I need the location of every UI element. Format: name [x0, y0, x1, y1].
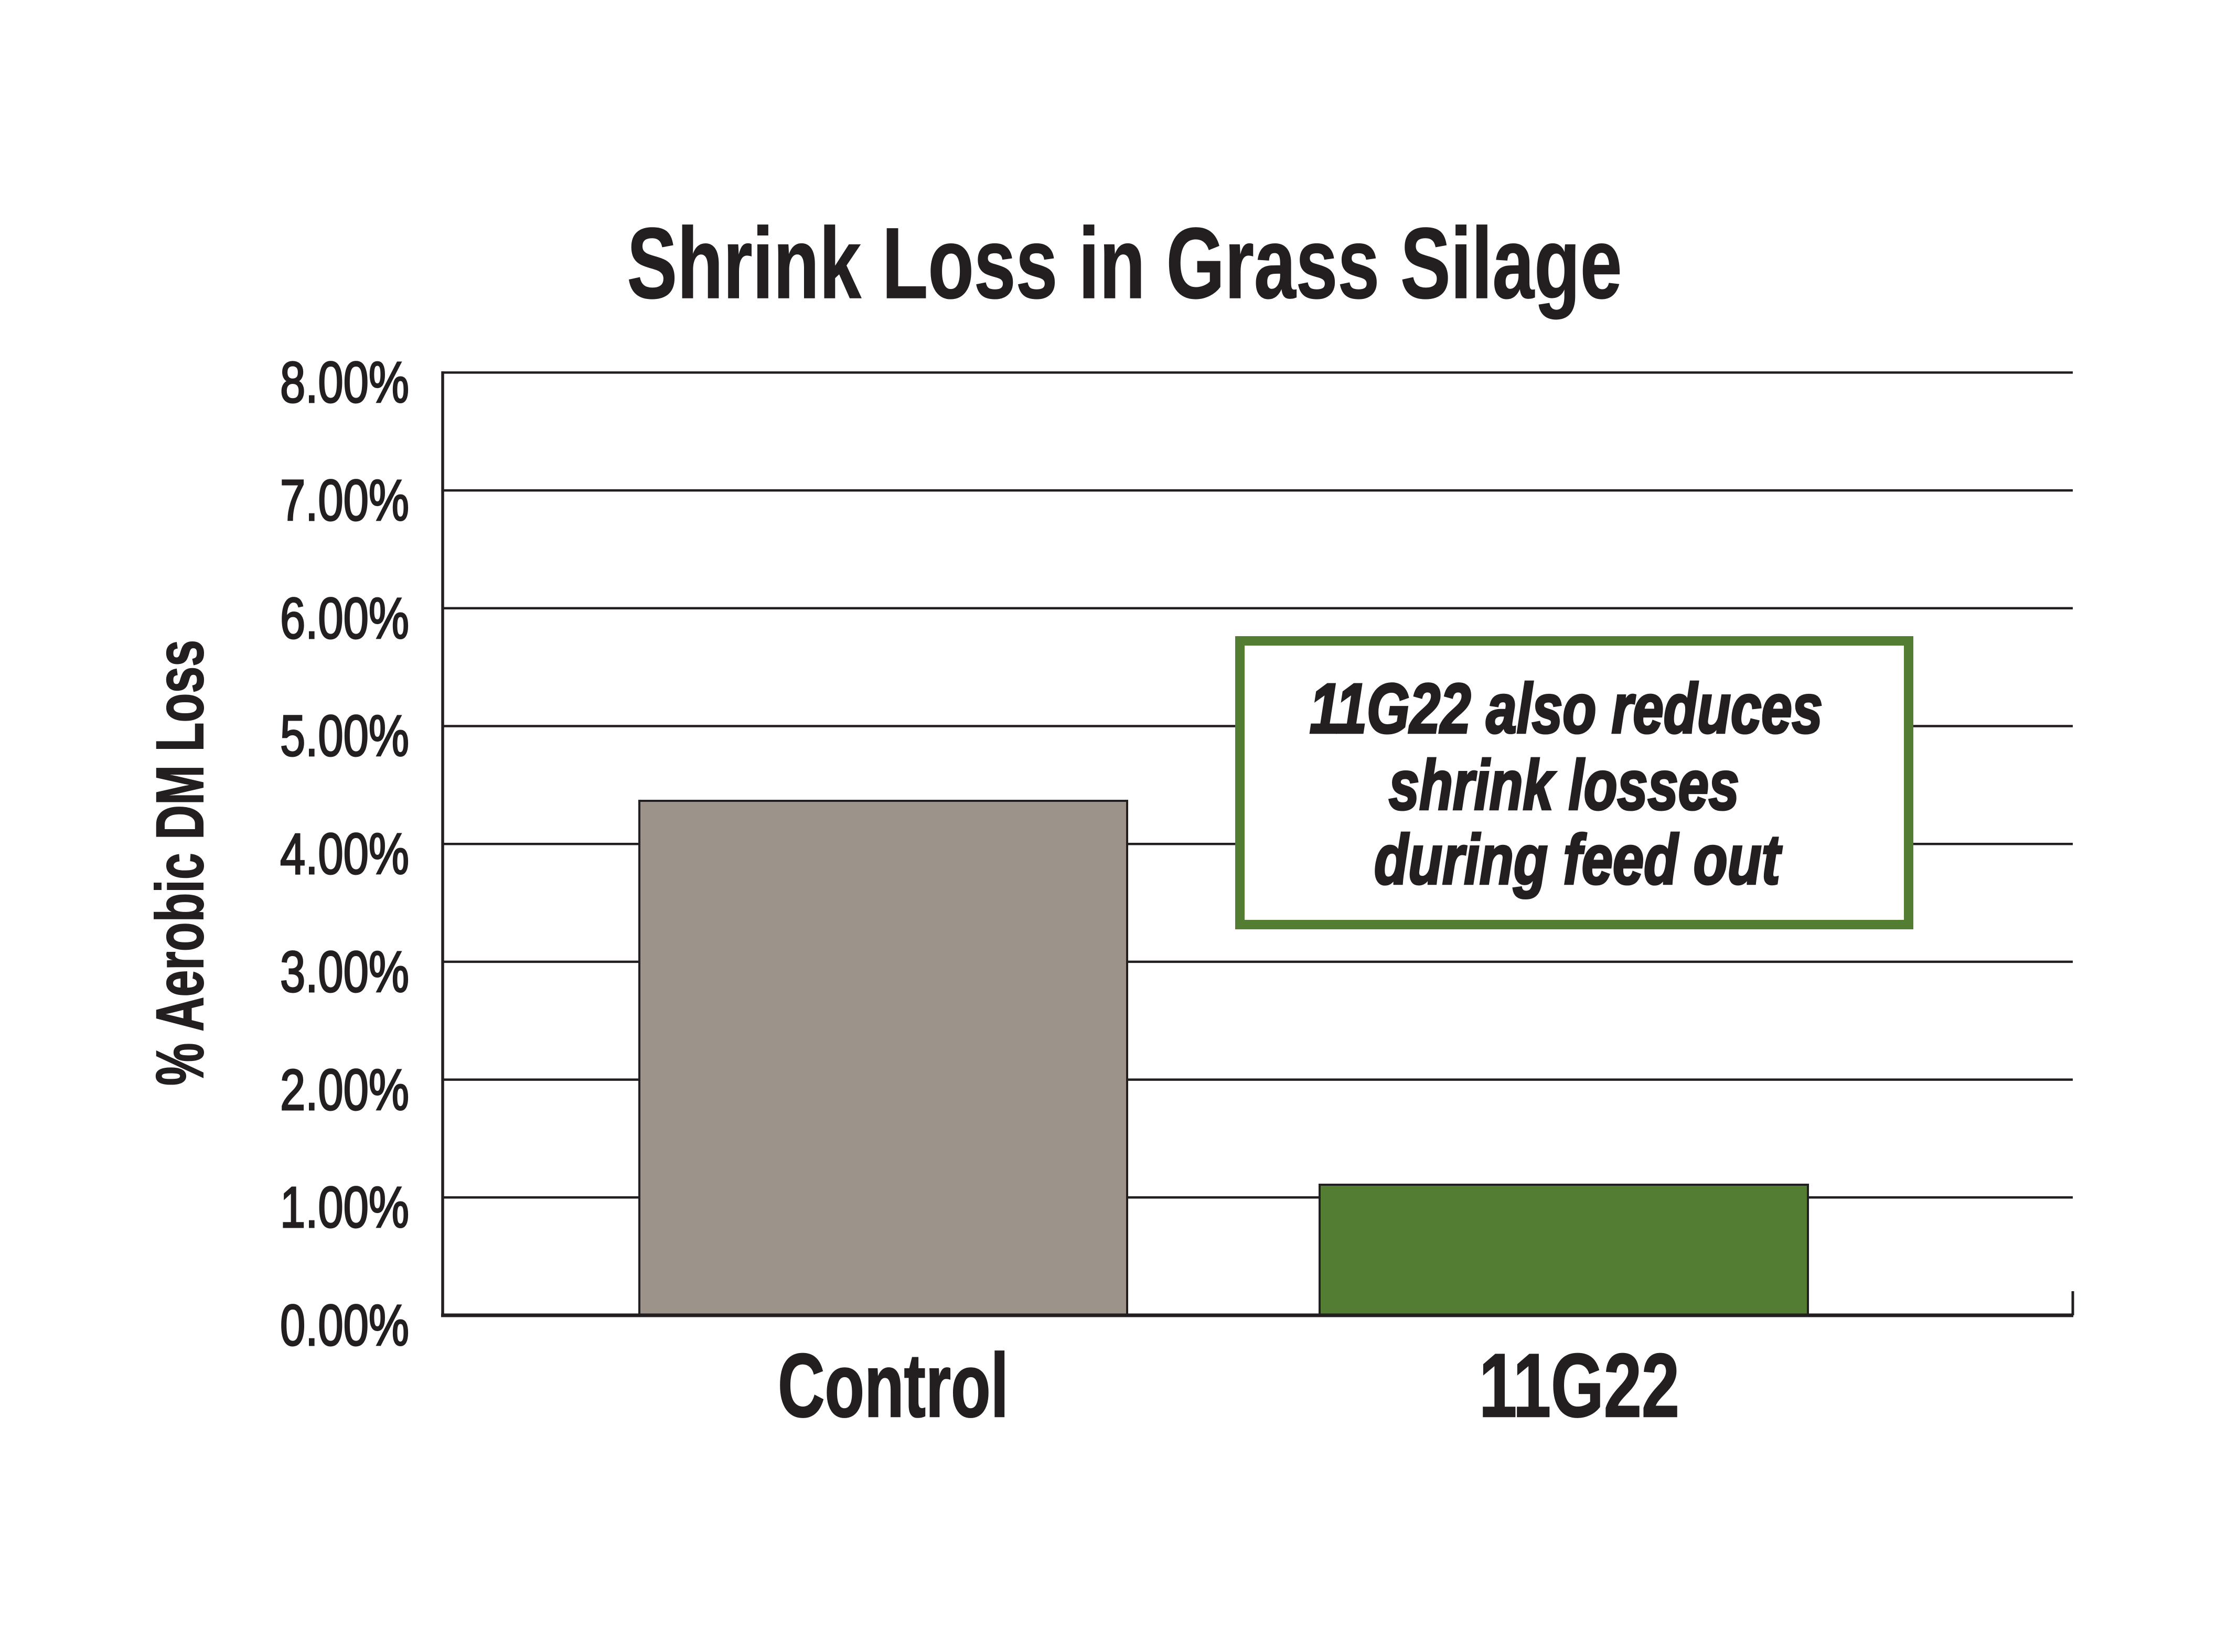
- svg-text:5.00%: 5.00%: [280, 704, 409, 768]
- svg-text:6.00%: 6.00%: [280, 586, 409, 651]
- svg-text:0.00%: 0.00%: [280, 1293, 409, 1358]
- svg-text:8.00%: 8.00%: [280, 350, 409, 415]
- svg-text:Shrink Loss in Grass Silage: Shrink Loss in Grass Silage: [627, 207, 1622, 319]
- svg-text:2.00%: 2.00%: [280, 1058, 409, 1122]
- svg-text:1.00%: 1.00%: [280, 1175, 409, 1240]
- svg-text:shrink losses: shrink losses: [1389, 746, 1739, 824]
- svg-text:during feed out: during feed out: [1374, 821, 1782, 899]
- svg-text:3.00%: 3.00%: [280, 940, 409, 1004]
- svg-text:% Aerobic DM Loss: % Aerobic DM Loss: [143, 640, 218, 1086]
- svg-text:4.00%: 4.00%: [280, 822, 409, 886]
- svg-text:Control: Control: [778, 1335, 1009, 1436]
- svg-text:7.00%: 7.00%: [280, 468, 409, 533]
- svg-text:11G22: 11G22: [1479, 1335, 1679, 1436]
- svg-text:11G22 also reduces: 11G22 also reduces: [1310, 670, 1823, 748]
